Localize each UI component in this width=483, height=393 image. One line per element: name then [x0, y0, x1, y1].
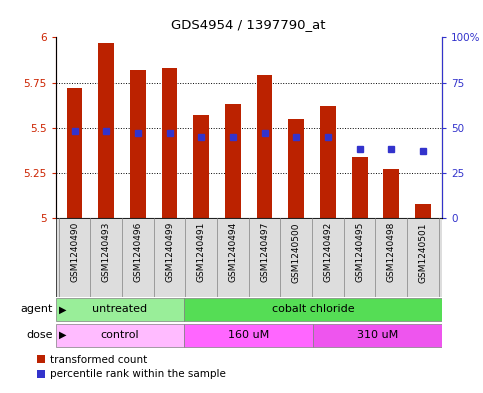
Bar [193, 115, 209, 218]
Text: untreated: untreated [92, 305, 147, 314]
Bar [56, 218, 442, 297]
Bar [256, 75, 272, 218]
Text: dose: dose [27, 330, 53, 340]
Text: 310 uM: 310 uM [357, 330, 398, 340]
Bar [130, 70, 146, 218]
Text: cobalt chloride: cobalt chloride [272, 305, 355, 314]
Text: GSM1240501: GSM1240501 [418, 222, 427, 283]
Bar [352, 157, 368, 218]
Bar [415, 204, 431, 218]
Text: control: control [100, 330, 139, 340]
Bar [225, 104, 241, 218]
Text: GSM1240495: GSM1240495 [355, 222, 364, 283]
Text: 160 uM: 160 uM [228, 330, 270, 340]
Text: GSM1240500: GSM1240500 [292, 222, 301, 283]
Text: ▶: ▶ [59, 305, 67, 314]
Bar [384, 169, 399, 218]
Text: GSM1240493: GSM1240493 [102, 222, 111, 283]
Bar [56, 323, 185, 347]
Legend: transformed count, percentile rank within the sample: transformed count, percentile rank withi… [37, 355, 226, 379]
Bar [67, 88, 83, 218]
Text: GSM1240497: GSM1240497 [260, 222, 269, 283]
Bar [56, 298, 185, 321]
Bar [313, 323, 442, 347]
Text: GSM1240499: GSM1240499 [165, 222, 174, 283]
Text: ▶: ▶ [59, 330, 67, 340]
Bar [320, 106, 336, 218]
Bar [162, 68, 177, 218]
Bar [99, 43, 114, 218]
Text: agent: agent [21, 305, 53, 314]
Bar [185, 298, 442, 321]
Text: GSM1240496: GSM1240496 [133, 222, 142, 283]
Text: GSM1240494: GSM1240494 [228, 222, 238, 282]
Text: GSM1240490: GSM1240490 [70, 222, 79, 283]
Text: GSM1240492: GSM1240492 [324, 222, 332, 282]
Text: GDS4954 / 1397790_at: GDS4954 / 1397790_at [171, 18, 326, 31]
Text: GSM1240491: GSM1240491 [197, 222, 206, 283]
Bar [288, 119, 304, 218]
Bar [185, 323, 313, 347]
Text: GSM1240498: GSM1240498 [387, 222, 396, 283]
